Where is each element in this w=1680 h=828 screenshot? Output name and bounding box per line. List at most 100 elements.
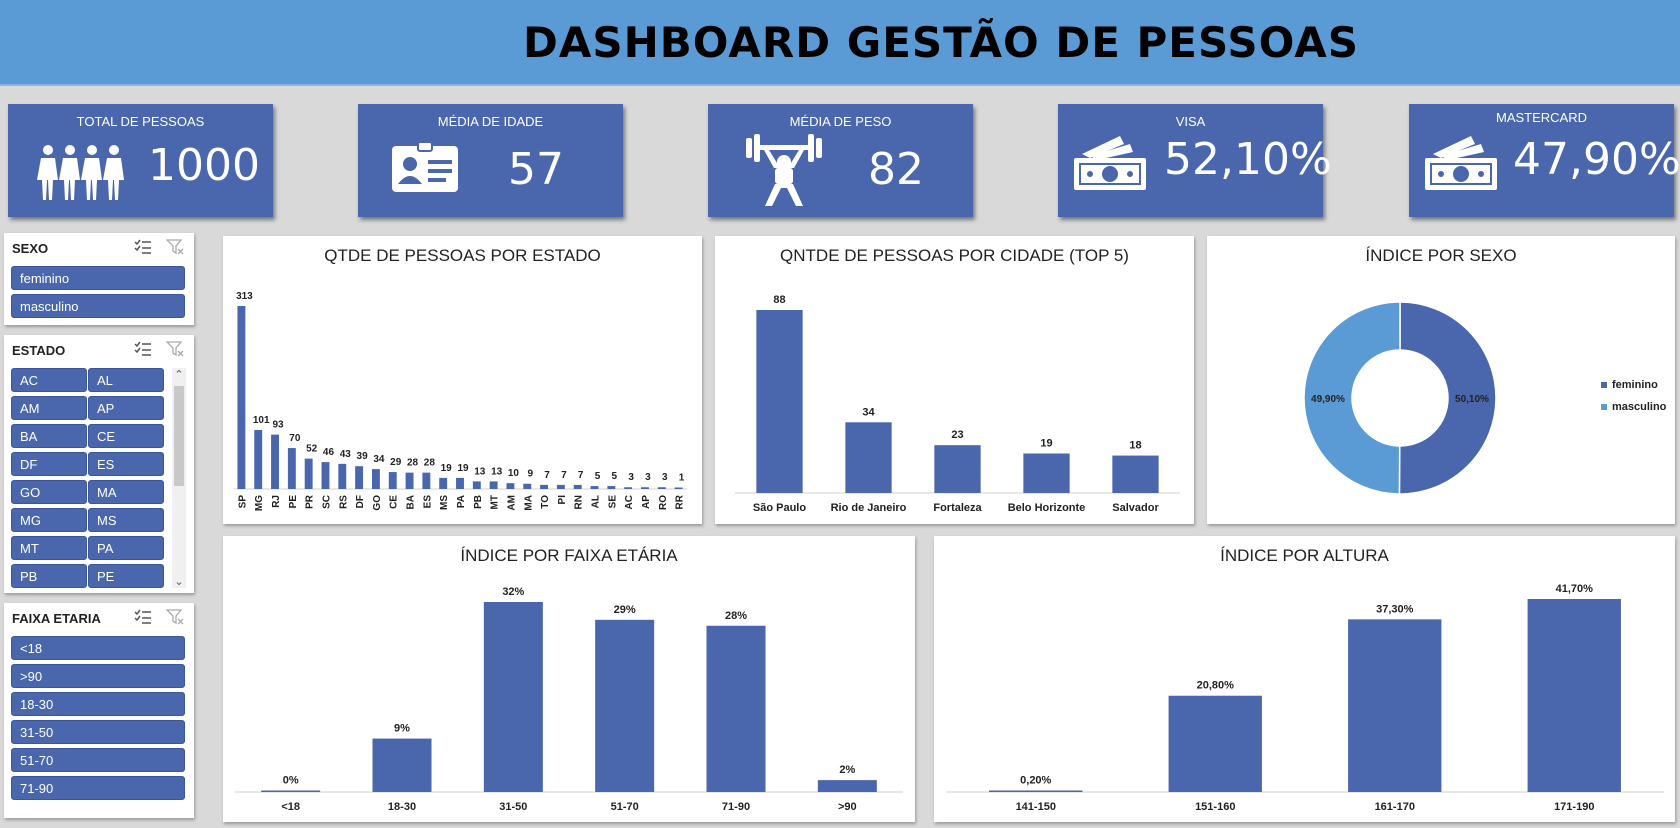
tick-label: MT: [490, 495, 501, 509]
bar: [817, 780, 877, 792]
bar: [540, 484, 549, 489]
clear-filter-icon[interactable]: [166, 239, 184, 255]
slicer-estado: ESTADO AC AL AM AP BA CE DF ES GO MA MG …: [4, 335, 194, 593]
data-label: 3: [628, 472, 634, 483]
kpi-visa: VISA 52,10%: [1058, 104, 1332, 217]
data-label: 2%: [839, 764, 855, 776]
data-label: 32%: [502, 586, 524, 598]
tick-label: 71-90: [722, 801, 750, 813]
chart-title: ÍNDICE POR FAIXA ETÁRIA: [460, 546, 678, 565]
tick-label: 161-170: [1375, 801, 1415, 813]
scroll-thumb[interactable]: [174, 386, 184, 486]
chart-faixa: 0% <18 9% 18-30 32% 31-50 29% 51-70 28% 71-90 2% >9…: [235, 586, 903, 813]
tick-label: RO: [658, 495, 669, 510]
multi-select-icon[interactable]: [134, 341, 152, 357]
slicer-item-ce[interactable]: CE: [88, 424, 164, 448]
slicer-item-am[interactable]: AM: [11, 396, 87, 420]
slicer-item-ba[interactable]: BA: [11, 424, 87, 448]
data-label: 93: [272, 420, 284, 431]
tick-label: AL: [591, 495, 602, 508]
data-label: 19: [1040, 437, 1052, 449]
data-label: 13: [491, 466, 503, 477]
slicer-item-lt18[interactable]: <18: [11, 636, 185, 660]
tick-label: 18-30: [388, 801, 416, 813]
slicer-item-mg[interactable]: MG: [11, 508, 87, 532]
clear-filter-icon[interactable]: [166, 609, 184, 625]
multi-select-icon[interactable]: [134, 609, 152, 625]
data-label: 19: [441, 463, 453, 474]
chart-panel-estado: QTDE DE PESSOAS POR ESTADO 313 SP 101 MG 93 R…: [223, 236, 702, 524]
bar: [483, 602, 543, 792]
bar: [304, 458, 313, 489]
slicer-item-31-50[interactable]: 31-50: [11, 720, 185, 744]
tick-label: SC: [321, 495, 332, 509]
clear-filter-icon[interactable]: [166, 341, 184, 357]
bar: [338, 463, 347, 489]
bar: [1112, 455, 1159, 493]
weightlifter-icon: [746, 134, 822, 206]
slicer-item-ms[interactable]: MS: [88, 508, 164, 532]
data-label: 23: [951, 429, 963, 441]
tick-label: Fortaleza: [933, 502, 982, 514]
chart-estado: 313SP101MG93RJ70PE52PR46SC43RS39DF34GO29…: [233, 291, 687, 511]
bar: [422, 472, 431, 489]
slicer-item-ap[interactable]: AP: [88, 396, 164, 420]
kpi-total-pessoas: TOTAL DE PESSOAS 1000: [8, 104, 273, 217]
data-label: 0,20%: [1020, 775, 1051, 787]
chart-panel-altura: ÍNDICE POR ALTURA 0,20% 141-150 20,80% 151-…: [934, 536, 1675, 822]
slicer-item-51-70[interactable]: 51-70: [11, 748, 185, 772]
bar: [271, 434, 279, 489]
chart-title: QTDE DE PESSOAS POR ESTADO: [324, 246, 601, 265]
data-label: 7: [561, 470, 567, 481]
data-label: 52: [306, 444, 318, 455]
slicer-item-pa[interactable]: PA: [88, 536, 164, 560]
data-label: 10: [508, 468, 520, 479]
slicer-scrollbar[interactable]: ⌃ ⌄: [172, 368, 186, 588]
slicer-item-18-30[interactable]: 18-30: [11, 692, 185, 716]
header-bar: DASHBOARD GESTÃO DE PESSOAS: [0, 0, 1680, 86]
tick-label: BA: [406, 495, 417, 509]
tick-label: PE: [288, 495, 299, 509]
scroll-up-icon[interactable]: ⌃: [174, 369, 184, 381]
tick-label: 171-190: [1554, 801, 1594, 813]
kpi-label: VISA: [1175, 114, 1206, 129]
slicer-item-feminino[interactable]: feminino: [11, 266, 185, 290]
kpi-value: 52,10%: [1164, 134, 1332, 185]
data-label: 41,70%: [1556, 583, 1594, 595]
tick-label: SP: [237, 495, 248, 509]
id-card-icon: [392, 142, 458, 192]
slicer-title: FAIXA ETARIA: [12, 611, 101, 626]
data-label: 39: [357, 451, 369, 462]
bar: [321, 462, 330, 489]
data-label: 43: [340, 449, 352, 460]
tick-label: RN: [574, 495, 585, 509]
slicer-item-71-90[interactable]: 71-90: [11, 776, 185, 800]
slicer-item-mt[interactable]: MT: [11, 536, 87, 560]
tick-label: >90: [838, 801, 857, 813]
slicer-item-pe[interactable]: PE: [88, 564, 164, 588]
slicer-item-pb[interactable]: PB: [11, 564, 87, 588]
legend-swatch: [1601, 404, 1607, 410]
bar: [590, 486, 599, 489]
slicer-item-es[interactable]: ES: [88, 452, 164, 476]
slicer-item-gt90[interactable]: >90: [11, 664, 185, 688]
multi-select-icon[interactable]: [134, 239, 152, 255]
bar: [657, 487, 666, 489]
data-label: 34: [373, 454, 385, 465]
tick-label: São Paulo: [753, 502, 806, 514]
slicer-item-ma[interactable]: MA: [88, 480, 164, 504]
bar: [1348, 619, 1442, 792]
tick-label: 31-50: [499, 801, 527, 813]
slicer-item-df[interactable]: DF: [11, 452, 87, 476]
bar: [388, 472, 397, 489]
slicer-item-al[interactable]: AL: [88, 368, 164, 392]
pie-slice: [1398, 301, 1497, 495]
slicer-item-masculino[interactable]: masculino: [11, 294, 185, 318]
bar: [472, 481, 481, 489]
slicer-item-go[interactable]: GO: [11, 480, 87, 504]
slicer-item-ac[interactable]: AC: [11, 368, 87, 392]
data-label: 7: [578, 470, 584, 481]
legend-item: masculino: [1601, 401, 1666, 413]
scroll-down-icon[interactable]: ⌄: [174, 576, 184, 588]
bar: [355, 466, 364, 489]
